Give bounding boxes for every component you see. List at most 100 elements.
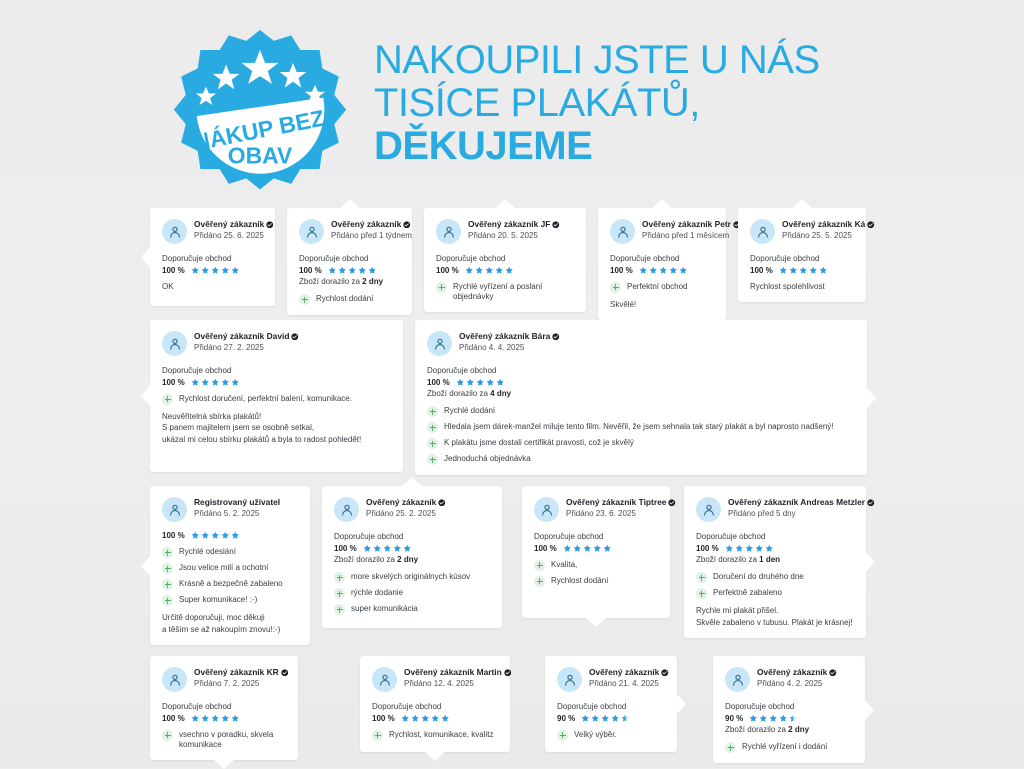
star-icon: [583, 544, 591, 552]
star-half-icon: [789, 714, 798, 722]
badge-line2: OBAV: [228, 143, 293, 169]
verified-check-icon: [867, 220, 875, 229]
pro-item: super komunikácia: [334, 604, 490, 616]
pro-item: Rychlé dodání: [427, 406, 855, 418]
star-icon: [593, 544, 601, 552]
verified-check-icon: [661, 668, 669, 677]
recommends-label: Doporučuje obchod: [162, 366, 232, 375]
review-card[interactable]: Ověřený zákazník Tiptree Přidáno 23. 6. 2…: [522, 486, 676, 627]
review-card[interactable]: Ověřený zákazník Přidáno před 1 týdnem Dop…: [287, 199, 412, 316]
review-card[interactable]: Ověřený zákazník Petr Přidáno před 1 měsí…: [598, 199, 741, 321]
user-avatar-icon: [162, 497, 187, 522]
star-rating: [191, 714, 240, 723]
star-icon: [403, 544, 411, 552]
star-icon: [191, 378, 199, 386]
plus-icon: [534, 575, 545, 587]
recommends-label: Doporučuje obchod: [725, 702, 795, 711]
star-rating: [191, 531, 240, 540]
verified-check-icon: [403, 220, 411, 229]
pros-list: Velký výběr.: [557, 729, 665, 741]
review-date: Přidáno 25. 5. 2025: [782, 230, 852, 240]
review-card[interactable]: Ověřený zákazník Andreas Metzler Přidáno …: [684, 486, 875, 639]
recommends-label: Doporučuje obchod: [162, 254, 232, 263]
review-card[interactable]: Ověřený zákazník JF Přidáno 20. 5. 2025 Do…: [424, 199, 586, 313]
pro-item: Perfektní obchod: [610, 281, 714, 293]
review-body-line: a těším se až nakoupím znovu!:-): [162, 624, 281, 634]
rating: 100 %: [334, 544, 490, 553]
review-card[interactable]: Ověřený zákazník KR Přidáno 7. 2. 2025 Dop…: [150, 656, 298, 769]
rating-percent: 100 %: [372, 713, 395, 723]
pros-list: more skvelých originálnych kúsov rýchle d…: [334, 572, 490, 616]
review-date: Přidáno 20. 5. 2025: [468, 230, 538, 240]
review-card[interactable]: Ověřený zákazník Martin Přidáno 12. 4. 20…: [360, 656, 511, 761]
review-card[interactable]: Ověřený zákazník David Přidáno 27. 2. 202…: [141, 320, 403, 472]
user-avatar-icon: [534, 497, 559, 522]
pro-text: more skvelých originálnych kúsov: [351, 572, 471, 582]
review-card[interactable]: Ověřený zákazník Přidáno 25. 2. 2025 Dopor…: [322, 477, 502, 628]
headline-line-2: TISÍCE PLAKÁTŮ,: [374, 81, 700, 125]
star-rating: [639, 266, 688, 275]
review-body-line: S panem majitelem jsem se osobně setkal,: [162, 423, 315, 433]
review-date: Přidáno 27. 2. 2025: [194, 342, 264, 352]
plus-icon: [696, 588, 707, 600]
star-icon: [358, 266, 366, 274]
review-card[interactable]: Ověřený zákazník Přidáno 21. 4. 2025 Dopor…: [545, 656, 686, 752]
star-icon: [573, 544, 581, 552]
review-body: Neuvěřitelná sbírka plakátů! S panem maji…: [162, 411, 391, 446]
plus-icon: [610, 281, 621, 293]
star-icon: [659, 266, 667, 274]
review-card[interactable]: Ověřený zákazník Bára Přidáno 4. 4. 2025 D…: [415, 320, 876, 476]
star-icon: [505, 266, 513, 274]
review-date: Přidáno 4. 2. 2025: [757, 678, 823, 688]
bubble-pointer-top: [401, 477, 423, 487]
star-icon: [745, 544, 753, 552]
rating-percent: 100 %: [334, 543, 357, 553]
star-rating: [749, 714, 798, 723]
rating-percent: 90 %: [725, 713, 744, 723]
star-rating: [465, 266, 514, 275]
plus-icon: [534, 559, 545, 571]
star-icon: [639, 266, 647, 274]
star-icon: [201, 266, 209, 274]
star-rating: [563, 544, 612, 553]
user-avatar-icon: [725, 667, 750, 692]
rating: 100 %: [427, 378, 855, 387]
rating-percent: 100 %: [162, 377, 185, 387]
review-card[interactable]: Ověřený zákazník Přidáno 25. 6. 2025 Dopor…: [141, 208, 275, 306]
author-name: Ověřený zákazník Andreas Metzler: [728, 497, 875, 508]
plus-icon: [334, 572, 345, 584]
pro-text: super komunikácia: [351, 604, 418, 614]
review-card[interactable]: Ověřený zákazník Přidáno 4. 2. 2025 Doporu…: [713, 656, 874, 764]
user-avatar-icon: [299, 219, 324, 244]
star-icon: [496, 378, 504, 386]
star-rating: [401, 714, 450, 723]
recommends-label: Doporučuje obchod: [427, 366, 497, 375]
review-card[interactable]: Registrovaný uživatel Přidáno 5. 2. 2025 1…: [141, 486, 310, 646]
star-rating: [456, 378, 505, 387]
plus-icon: [427, 454, 438, 466]
review-author: Ověřený zákazník Ká Přidáno 25. 5. 2025: [750, 218, 875, 244]
bubble-pointer-top: [494, 199, 516, 209]
star-icon: [755, 544, 763, 552]
star-icon: [411, 714, 419, 722]
rating-percent: 100 %: [534, 543, 557, 553]
verified-check-icon: [552, 220, 560, 229]
rating-percent: 100 %: [162, 265, 185, 275]
user-avatar-icon: [427, 331, 452, 356]
author-name: Ověřený zákazník Martin: [404, 667, 511, 678]
plus-icon: [427, 406, 438, 418]
rating-percent: 100 %: [696, 543, 719, 553]
review-card[interactable]: Ověřený zákazník Ká Přidáno 25. 5. 2025 Do…: [738, 199, 875, 303]
review-author: Ověřený zákazník KR Přidáno 7. 2. 2025: [162, 666, 288, 692]
plus-icon: [725, 742, 736, 754]
review-author: Ověřený zákazník Andreas Metzler Přidáno …: [696, 496, 875, 522]
star-icon: [591, 714, 600, 722]
plus-icon: [162, 563, 173, 574]
recommends-label: Doporučuje obchod: [334, 532, 404, 541]
star-icon: [401, 714, 409, 722]
review-date: Přidáno 23. 6. 2025: [566, 508, 636, 518]
star-rating: [581, 714, 630, 723]
star-rating: [191, 266, 240, 275]
bubble-pointer-bottom: [213, 759, 235, 769]
